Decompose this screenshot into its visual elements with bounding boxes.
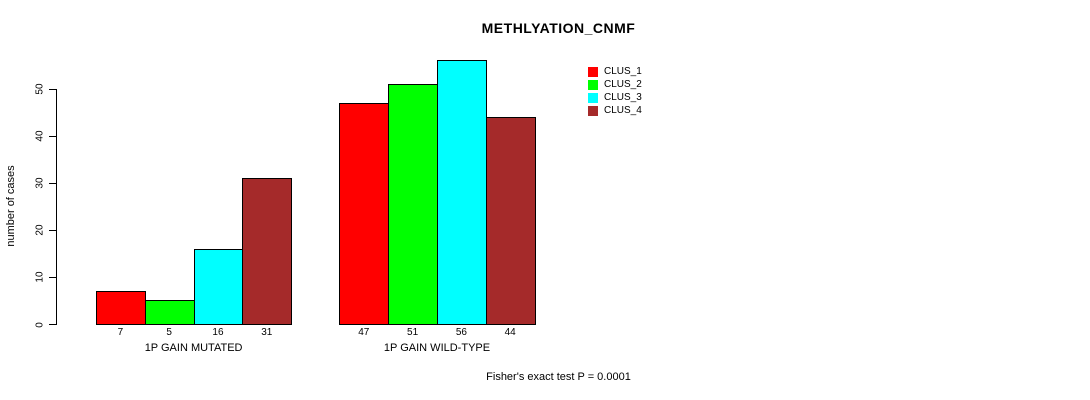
y-tick-label: 50 xyxy=(34,83,46,95)
bar xyxy=(485,116,536,325)
annotation-text: Fisher's exact test P = 0.0001 xyxy=(486,371,631,383)
bar xyxy=(242,178,293,325)
y-axis-tick xyxy=(49,135,56,137)
bar xyxy=(339,102,390,325)
bar-value-label: 16 xyxy=(212,327,224,338)
legend-label: CLUS_4 xyxy=(604,105,642,116)
y-axis-line xyxy=(56,88,57,325)
y-tick-label: 20 xyxy=(34,224,46,236)
bar-value-label: 47 xyxy=(358,327,370,338)
legend-label: CLUS_3 xyxy=(604,92,642,103)
y-tick-label: 10 xyxy=(34,271,46,283)
bar-value-label: 44 xyxy=(504,327,516,338)
bar-value-label: 56 xyxy=(455,327,467,338)
y-tick-label: 0 xyxy=(34,321,46,328)
legend-item: CLUS_4 xyxy=(588,106,642,116)
bar xyxy=(144,300,195,325)
legend: CLUS_1 CLUS_2 CLUS_3 CLUS_4 xyxy=(588,67,642,116)
bar xyxy=(388,83,438,325)
chart-title: METHLYATION_CNMF xyxy=(481,20,636,36)
legend-swatch-icon xyxy=(588,67,598,77)
legend-label: CLUS_1 xyxy=(604,66,642,77)
y-axis-tick xyxy=(49,276,56,278)
category-label: 1P GAIN WILD-TYPE xyxy=(383,342,491,354)
legend-item: CLUS_2 xyxy=(588,80,642,90)
y-tick-label: 40 xyxy=(34,130,46,142)
bar-value-label: 7 xyxy=(117,327,124,338)
legend-swatch-icon xyxy=(588,80,598,90)
legend-item: CLUS_3 xyxy=(588,93,642,103)
category-label: 1P GAIN MUTATED xyxy=(144,342,243,354)
bar-value-label: 5 xyxy=(166,327,172,338)
y-axis-tick xyxy=(49,324,56,325)
y-axis-tick xyxy=(49,88,56,90)
legend-item: CLUS_1 xyxy=(588,67,642,77)
bar-value-label: 51 xyxy=(407,327,419,338)
bar-value-label: 31 xyxy=(261,327,273,338)
bar xyxy=(437,60,487,325)
legend-label: CLUS_2 xyxy=(604,79,642,90)
bar xyxy=(96,291,146,325)
y-axis-tick xyxy=(49,229,56,231)
y-tick-label: 30 xyxy=(34,177,46,189)
y-axis-label: number of cases xyxy=(5,165,17,247)
bar xyxy=(193,248,244,325)
legend-swatch-icon xyxy=(588,106,598,116)
legend-swatch-icon xyxy=(588,93,598,103)
y-axis-tick xyxy=(49,182,56,184)
